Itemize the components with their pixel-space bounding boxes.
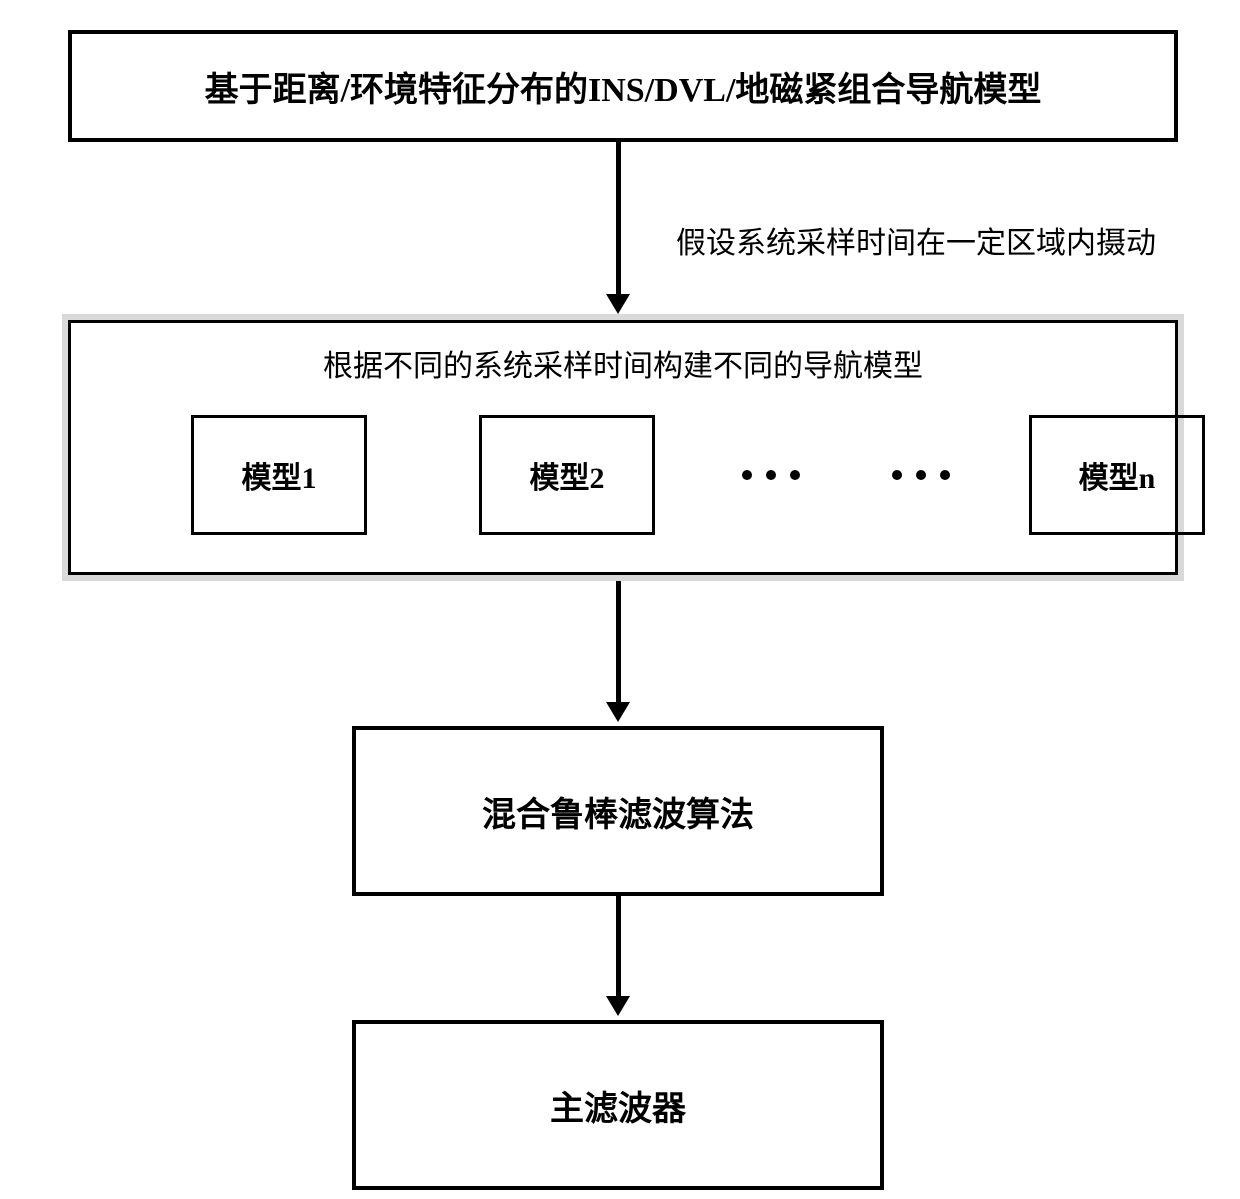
model-box-n-label: 模型n bbox=[1079, 453, 1156, 497]
ellipsis-group-1 bbox=[711, 415, 831, 535]
node-top-box-label: 基于距离/环境特征分布的INS/DVL/地磁紧组合导航模型 bbox=[205, 62, 1042, 111]
model-box-n: 模型n bbox=[1029, 415, 1205, 535]
model-box-2: 模型2 bbox=[479, 415, 655, 535]
edge-0-arrowhead bbox=[606, 294, 630, 314]
node-algo-box: 混合鲁棒滤波算法 bbox=[352, 726, 884, 896]
dot-icon bbox=[892, 470, 902, 480]
dot-icon bbox=[916, 470, 926, 480]
node-top-box: 基于距离/环境特征分布的INS/DVL/地磁紧组合导航模型 bbox=[68, 30, 1178, 142]
dot-icon bbox=[940, 470, 950, 480]
edge-0-label: 假设系统采样时间在一定区域内摄动 bbox=[676, 218, 1156, 262]
flowchart-canvas: 基于距离/环境特征分布的INS/DVL/地磁紧组合导航模型 假设系统采样时间在一… bbox=[0, 0, 1240, 1199]
dot-icon bbox=[790, 470, 800, 480]
edge-1-arrowhead bbox=[606, 702, 630, 722]
node-mid-container-title: 根据不同的系统采样时间构建不同的导航模型 bbox=[71, 341, 1175, 385]
mid-container-inner-row: 模型1 模型2 模型n bbox=[71, 415, 1181, 535]
node-algo-box-label: 混合鲁棒滤波算法 bbox=[482, 787, 754, 836]
edge-1-line bbox=[616, 581, 621, 706]
node-filter-box-label: 主滤波器 bbox=[550, 1081, 686, 1130]
edge-2-arrowhead bbox=[606, 996, 630, 1016]
edge-0-line bbox=[616, 142, 621, 298]
node-mid-container: 根据不同的系统采样时间构建不同的导航模型 模型1 模型2 模型n bbox=[68, 320, 1178, 575]
node-filter-box: 主滤波器 bbox=[352, 1020, 884, 1190]
ellipsis-group-2 bbox=[861, 415, 981, 535]
model-box-1-label: 模型1 bbox=[242, 453, 317, 497]
edge-2-line bbox=[616, 896, 621, 1000]
model-box-2-label: 模型2 bbox=[530, 453, 605, 497]
model-box-1: 模型1 bbox=[191, 415, 367, 535]
dot-icon bbox=[742, 470, 752, 480]
dot-icon bbox=[766, 470, 776, 480]
